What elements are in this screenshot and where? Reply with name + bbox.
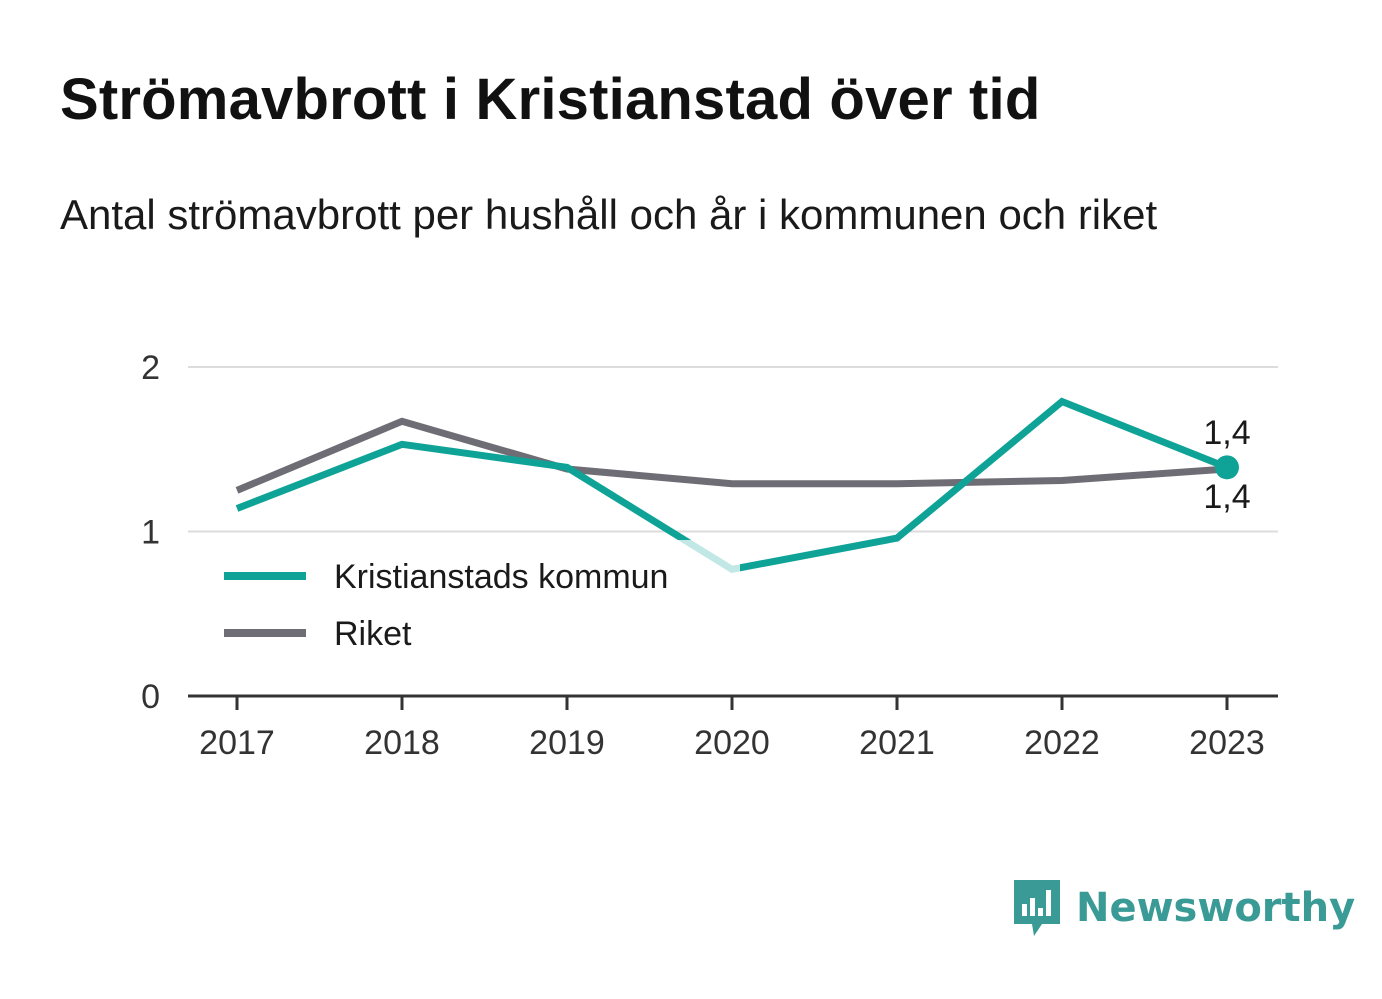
brand-logo: Newsworthy — [1012, 878, 1355, 938]
legend-label: Riket — [334, 615, 412, 653]
x-axis: 2017 2018 2019 2020 2021 2022 2023 — [188, 694, 1278, 762]
y-axis-ticks: 0 1 2 — [141, 349, 160, 716]
legend-background — [200, 540, 740, 660]
y-tick-label: 0 — [141, 678, 160, 716]
newsworthy-logo-icon — [1014, 880, 1060, 936]
grid-lines — [188, 366, 1278, 533]
chart-subtitle: Antal strömavbrott per hushåll och år i … — [60, 191, 1158, 238]
x-tick-label: 2023 — [1189, 724, 1265, 762]
data-point — [1215, 455, 1239, 480]
y-tick-label: 2 — [141, 349, 160, 387]
chart-title: Strömavbrott i Kristianstad över tid — [60, 67, 1041, 132]
x-tick-label: 2022 — [1024, 724, 1100, 762]
data-label-kommun-2023: 1,4 — [1203, 414, 1250, 452]
x-tick-label: 2017 — [199, 724, 275, 762]
legend-label: Kristianstads kommun — [334, 558, 668, 596]
data-labels: 1,4 1,4 — [1203, 414, 1250, 516]
x-tick-label: 2018 — [364, 724, 440, 762]
data-label-riket-2023: 1,4 — [1203, 478, 1250, 516]
x-tick-label: 2021 — [859, 724, 935, 762]
y-tick-label: 1 — [141, 514, 160, 552]
x-tick-label: 2019 — [529, 724, 605, 762]
series-line-riket — [235, 417, 1228, 494]
x-tick-label: 2020 — [694, 724, 770, 762]
legend: Kristianstads kommun Riket — [200, 540, 740, 660]
brand-name: Newsworthy — [1076, 885, 1356, 931]
